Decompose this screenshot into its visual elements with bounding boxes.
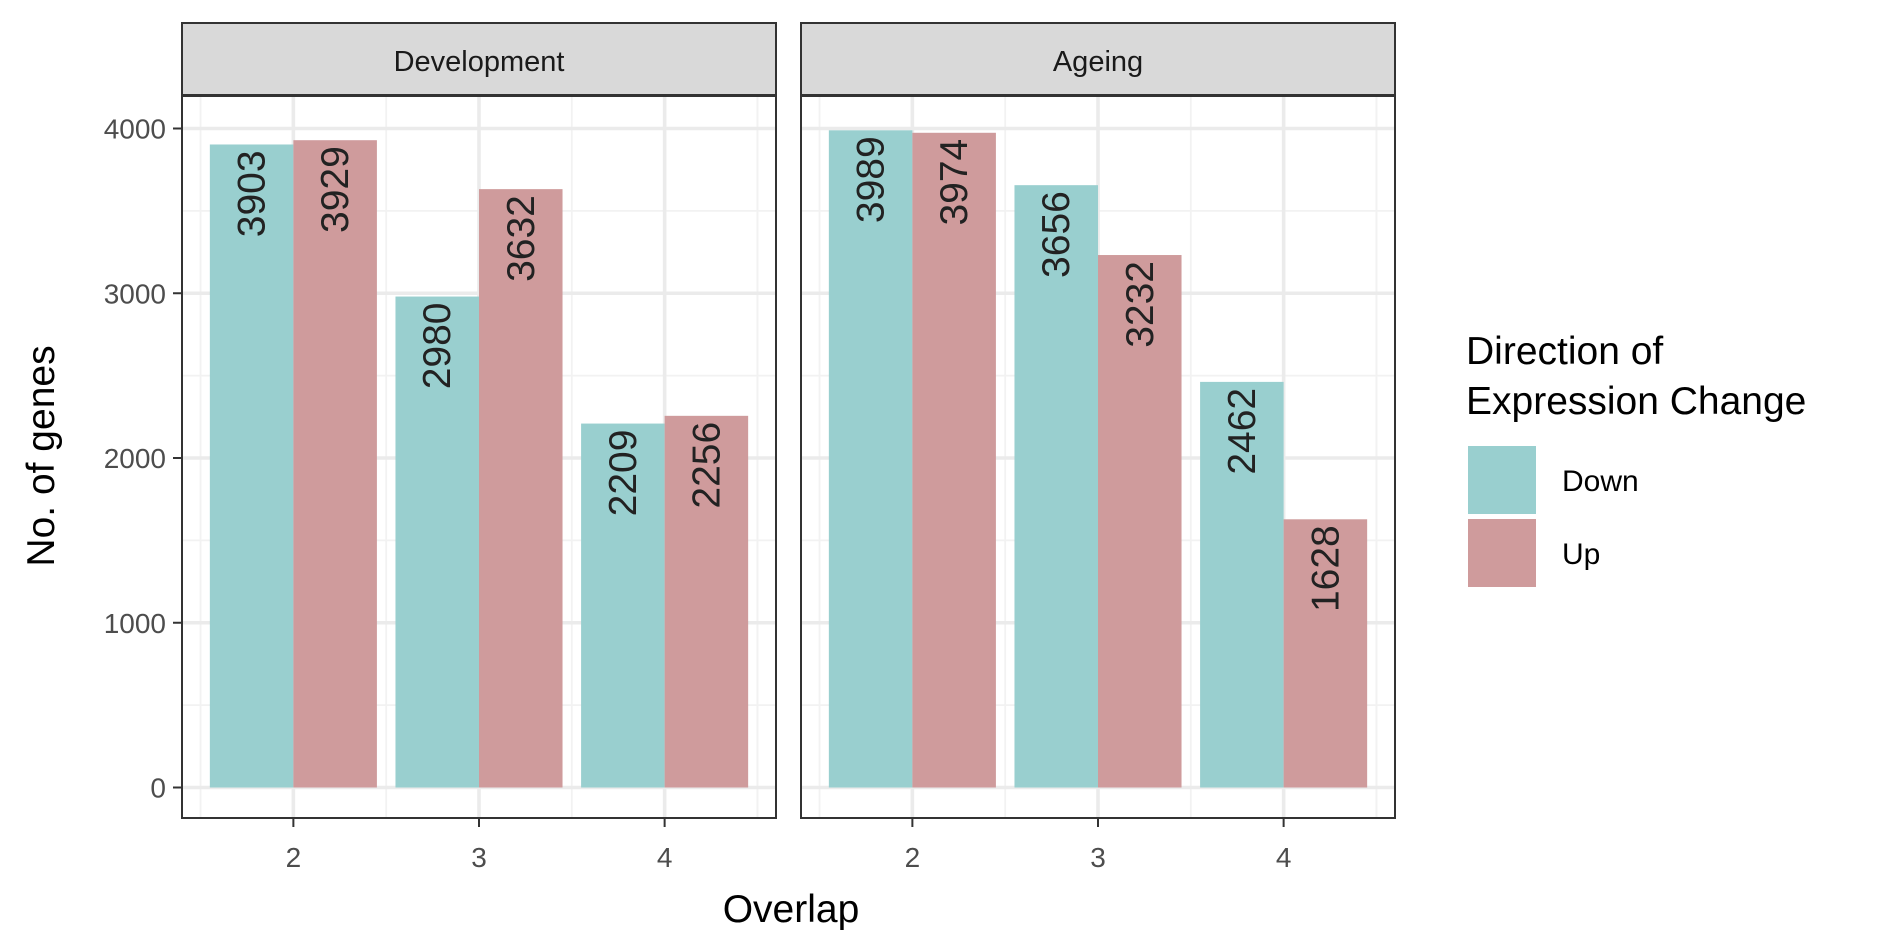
y-tick-label: 1000 <box>104 608 166 639</box>
legend-label-down: Down <box>1562 465 1639 498</box>
legend-title: Direction of <box>1466 330 1663 373</box>
bar-development-down-3 <box>395 296 479 788</box>
x-tick-label: 3 <box>471 842 487 873</box>
bar-value-label: 3989 <box>850 136 893 223</box>
bar-value-label: 2256 <box>685 422 728 509</box>
bar-ageing-up-4 <box>1283 519 1368 788</box>
x-tick-label: 2 <box>905 842 921 873</box>
bar-value-label: 3632 <box>500 195 543 282</box>
chart-panels: 390329802209392936322256Development39893… <box>181 22 1396 819</box>
bar-ageing-up-2 <box>912 132 996 788</box>
x-tick-label: 3 <box>1090 842 1106 873</box>
x-tick-label: 2 <box>286 842 302 873</box>
bar-value-label: 2209 <box>602 430 645 517</box>
facet-strip <box>800 22 1396 96</box>
bar-value-label: 3903 <box>231 150 274 237</box>
panel-development: 3903 2980 2209 3929 3632 2256 Development <box>181 22 777 819</box>
x-tick-label: 4 <box>1276 842 1292 873</box>
y-tick-label: 3000 <box>104 278 166 309</box>
bar-value-label: 2462 <box>1221 388 1264 475</box>
bar-development-down-4 <box>581 423 665 788</box>
x-axis-title: Overlap <box>723 888 860 931</box>
bar-development-up-4 <box>664 415 749 788</box>
facet-strip-label: Ageing <box>1053 46 1143 78</box>
x-tick-label: 4 <box>657 842 673 873</box>
x-axis: 2 3 4 2 3 4 <box>286 818 1292 873</box>
bar-value-label: 3656 <box>1035 191 1078 278</box>
y-tick-label: 0 <box>150 773 166 804</box>
bar-value-label: 2980 <box>416 303 459 390</box>
facet-strip-label: Development <box>394 46 565 78</box>
bar-ageing-down-2 <box>828 130 913 788</box>
bar-development-down-2 <box>209 144 294 788</box>
bar-development-up-3 <box>479 189 563 788</box>
legend-label-up: Up <box>1562 538 1600 571</box>
panel-ageing: 3989 3656 2462 3974 3232 1628 Ageing <box>800 22 1396 819</box>
facet-strip <box>181 22 777 96</box>
y-axis: 0 1000 2000 3000 4000 <box>104 114 182 804</box>
bar-value-label: 3929 <box>314 146 357 233</box>
bar-value-label: 1628 <box>1304 525 1347 612</box>
legend-key-down <box>1468 446 1536 514</box>
y-tick-label: 2000 <box>104 443 166 474</box>
bar-ageing-down-3 <box>1014 185 1098 788</box>
legend-key-up <box>1468 519 1536 587</box>
legend: Direction of Expression Change Down Up <box>1466 330 1806 587</box>
bar-development-up-2 <box>293 140 377 788</box>
bar-ageing-down-4 <box>1200 381 1284 788</box>
legend-title: Expression Change <box>1466 380 1806 423</box>
bar-value-label: 3232 <box>1119 261 1162 348</box>
y-axis-title: No. of genes <box>20 345 63 566</box>
bar-ageing-up-3 <box>1098 255 1182 788</box>
y-tick-label: 4000 <box>104 114 166 145</box>
bar-value-label: 3974 <box>933 139 976 226</box>
